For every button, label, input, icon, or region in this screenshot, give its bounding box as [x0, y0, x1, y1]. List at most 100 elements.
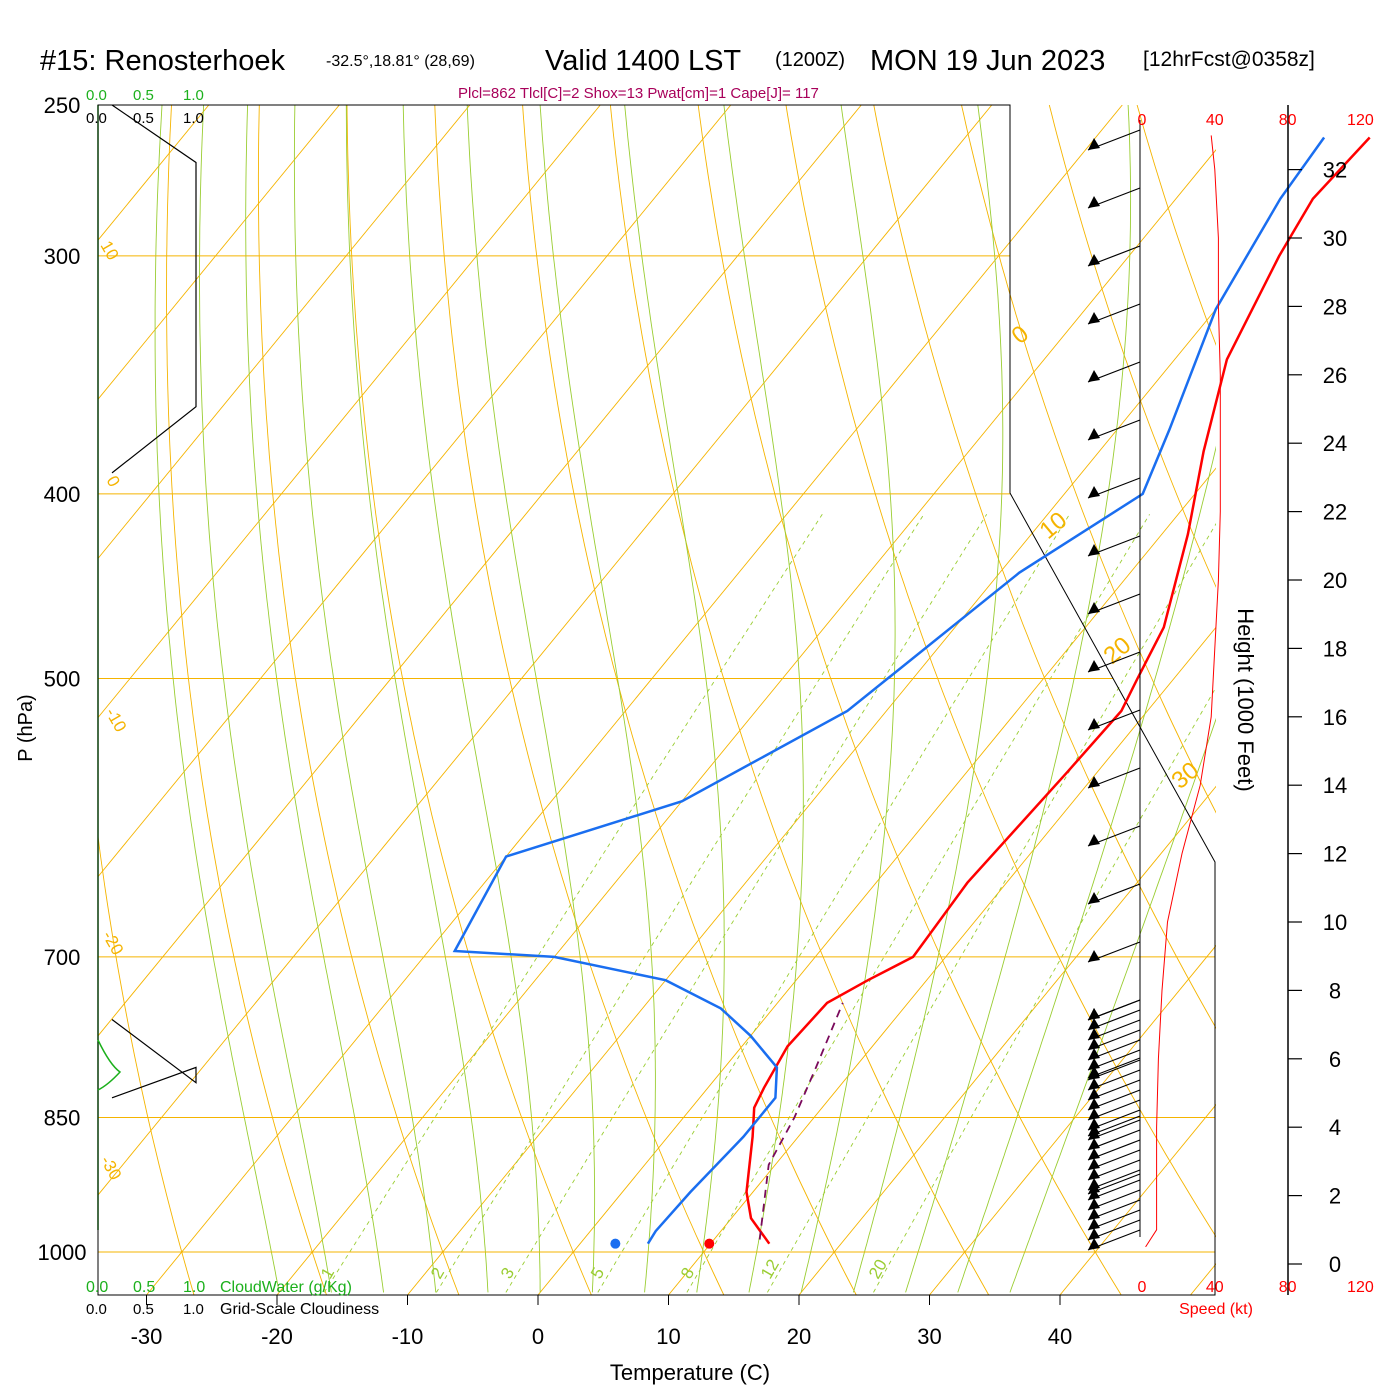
wind-barb [1087, 1189, 1141, 1211]
moist-adiabat-line [466, 105, 596, 1293]
isotherm-label: -10 [102, 705, 131, 736]
pressure-tick-label: 250 [44, 93, 81, 118]
moist-adiabat-line [154, 105, 280, 1293]
height-tick-label: 8 [1329, 978, 1341, 1003]
title-station: #15: Renosterhoek [40, 45, 286, 77]
x-tick-label: 20 [787, 1324, 811, 1349]
barb-flag [1088, 1178, 1100, 1190]
cloudiness-tick-bottom-0: 0.0 [86, 1301, 107, 1318]
barb-flag [1088, 834, 1100, 846]
speed-tick-top: 40 [1206, 112, 1224, 129]
wind-barbs [1087, 120, 1141, 1251]
cloudwater-tick-bottom-0: 0.0 [86, 1279, 108, 1296]
mixing-ratio-line [767, 522, 1216, 1293]
moist-adiabat-line [852, 105, 1004, 1293]
isotherm-line [1190, 1263, 1216, 1295]
speed-tick-top: 120 [1347, 112, 1374, 129]
moist-adiabat-line [345, 105, 489, 1293]
cloudiness-label: Grid-Scale Cloudiness [220, 1301, 379, 1318]
isotherm-label: 10 [97, 238, 123, 264]
dry-adiabat-line [609, 105, 990, 1295]
barb-flag [1088, 602, 1100, 614]
cloudiness-tick-top-0: 0.0 [86, 110, 107, 127]
cloudiness-tick-top-1: 0.5 [133, 110, 154, 127]
isotherm-label: 10 [1035, 507, 1073, 545]
cloudwater-profile [97, 1039, 122, 1091]
cloudwater-label: CloudWater (g/Kg) [220, 1279, 352, 1296]
title-forecast: [12hrFcst@0358z] [1143, 48, 1315, 71]
barb-flag [1088, 1138, 1100, 1150]
height-tick-label: 10 [1323, 910, 1347, 935]
barb-flag [1088, 1188, 1100, 1200]
speed-axis-label: Speed (kt) [1179, 1301, 1253, 1318]
wind-barb [1087, 1109, 1141, 1131]
wind-barb [1087, 1089, 1141, 1111]
isotherm-line [98, 105, 862, 1037]
pressure-tick-label: 850 [44, 1106, 81, 1131]
cloudiness-upper [111, 104, 197, 474]
moist-adiabat-line [402, 105, 541, 1293]
x-tick-label: 30 [917, 1324, 941, 1349]
x-tick-label: -10 [392, 1324, 424, 1349]
wind-barb [1087, 187, 1141, 209]
height-tick-label: 2 [1329, 1184, 1341, 1209]
barb-flag [1088, 1118, 1100, 1130]
dry-adiabat-line [1136, 105, 1216, 347]
isotherm-line [668, 626, 1216, 1295]
barb-flag [1088, 312, 1100, 324]
isotherm-line [98, 105, 993, 1196]
height-tick-label: 26 [1323, 363, 1347, 388]
height-tick-label: 4 [1329, 1115, 1341, 1140]
mixing-ratio-label: 2 [427, 1264, 448, 1282]
isotherm-line [798, 785, 1216, 1295]
title-date: MON 19 Jun 2023 [870, 45, 1105, 77]
barb-flag [1088, 1028, 1100, 1040]
wind-barb [1087, 1029, 1141, 1051]
speed-tick-bottom: 0 [1138, 1279, 1147, 1296]
dry-adiabat-line [166, 105, 327, 1295]
barb-flag [1088, 1068, 1100, 1080]
wind-barb [1087, 361, 1141, 383]
barb-flag [1088, 196, 1100, 208]
mixing-ratio-line [323, 514, 823, 1293]
plot-border [97, 104, 1216, 1296]
pressure-tick-label: 500 [44, 667, 81, 692]
legend-top: 0.0 0.5 1.0 0.0 0.5 1.0 [86, 87, 204, 127]
barb-flag [1088, 1018, 1100, 1030]
barb-flag [1088, 1038, 1100, 1050]
background-grid: 1 2 3 5 8 12 20 [98, 105, 1216, 1295]
mixing-ratio-label: 12 [757, 1256, 783, 1282]
isotherm-line [537, 467, 1216, 1295]
isotherm-label: -30 [97, 1153, 126, 1184]
barb-flag [1088, 1158, 1100, 1170]
wind-barb [1087, 1169, 1141, 1191]
moist-adiabat-line [1009, 717, 1216, 1293]
surface-point-1 [610, 1238, 621, 1249]
sounding-data [97, 104, 1371, 1249]
barb-flag [1088, 1228, 1100, 1240]
isotherm-line [276, 149, 1216, 1295]
wind-barb [1087, 593, 1141, 615]
moist-adiabat-line [539, 105, 656, 1293]
cloudwater-tick-top-0: 0.0 [86, 87, 107, 104]
isotherm-label: 0 [1007, 320, 1035, 349]
wind-barb [1087, 1119, 1141, 1141]
wind-barb [1087, 1229, 1141, 1251]
title-valid: Valid 1400 LST [545, 45, 741, 77]
sounding-line-2 [758, 1002, 844, 1240]
moist-adiabat-line [957, 445, 1216, 1293]
barb-flag [1088, 718, 1100, 730]
height-tick-label: 18 [1323, 636, 1347, 661]
wind-barb [1087, 1129, 1141, 1151]
wind-barb [1087, 1039, 1141, 1061]
title-coords: -32.5°,18.81° (28,69) [326, 53, 475, 70]
wind-barb [1087, 1199, 1141, 1221]
cloudiness-lower [111, 1019, 197, 1099]
isotherm-label: 30 [1167, 757, 1205, 795]
dry-adiabat-line [98, 833, 195, 1295]
legend-bottom: 0.0 0.5 1.0 CloudWater (g/Kg) 0.0 0.5 1.… [86, 1279, 379, 1318]
